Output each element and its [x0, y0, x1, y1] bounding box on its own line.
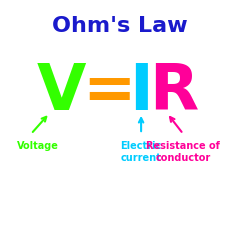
Text: Resistance of
conductor: Resistance of conductor — [146, 141, 220, 163]
Text: R: R — [149, 61, 198, 123]
Text: Voltage: Voltage — [17, 141, 59, 151]
Text: V: V — [37, 61, 86, 123]
Text: I: I — [129, 61, 153, 123]
Text: =: = — [83, 60, 136, 122]
Text: Ohm's Law: Ohm's Law — [52, 16, 188, 36]
Text: Electric
current: Electric current — [120, 141, 162, 163]
